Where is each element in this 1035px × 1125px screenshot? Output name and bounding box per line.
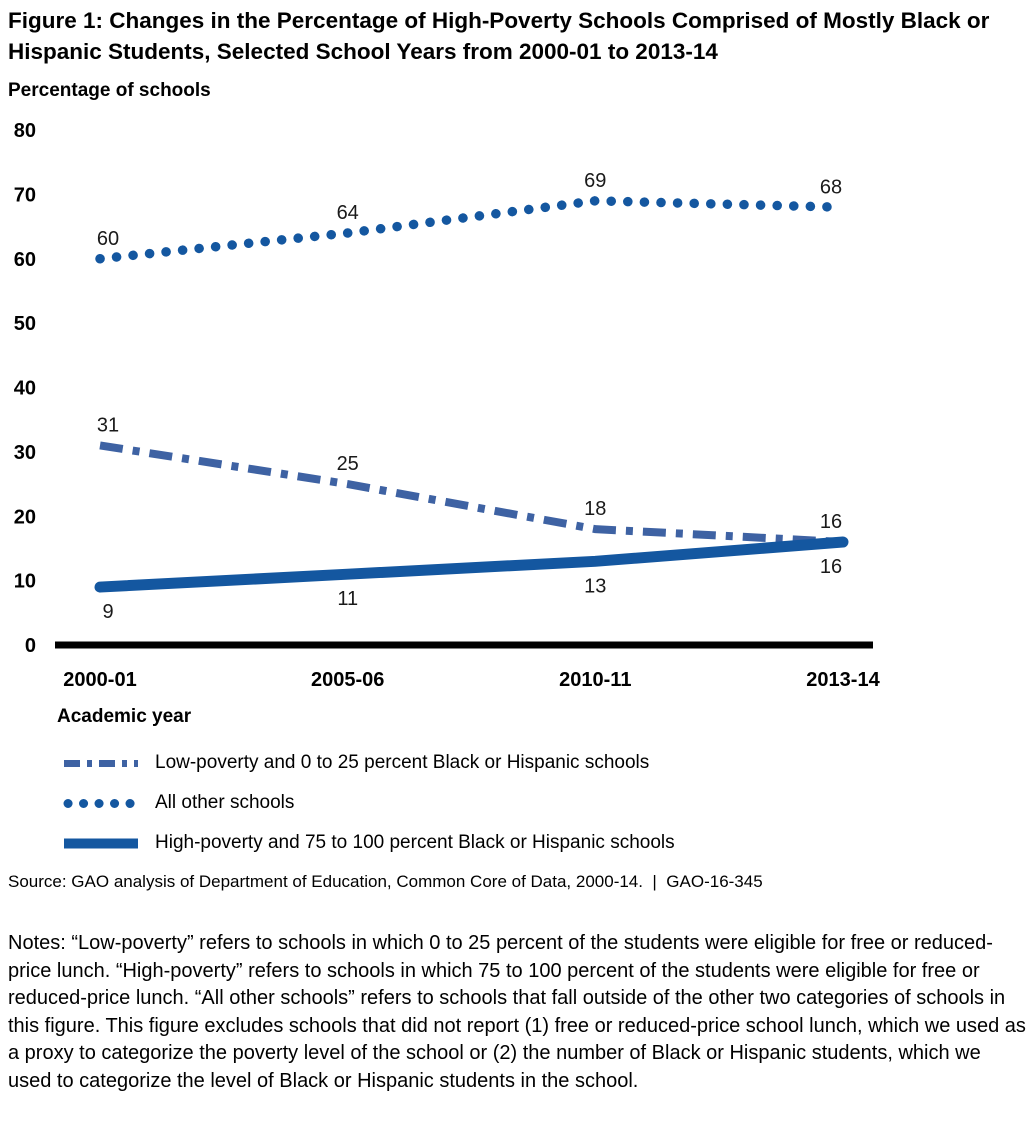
y-axis-tick-label: 10 <box>14 571 36 593</box>
series-line-solid <box>94 536 849 593</box>
data-point-label: 64 <box>337 202 359 224</box>
dash-dot-line-swatch-icon <box>64 759 138 767</box>
x-axis-tick-label: 2013-14 <box>806 669 880 691</box>
y-axis-tick-label: 30 <box>14 442 36 464</box>
legend-item-high-poverty: High-poverty and 75 to 100 percent Black… <box>62 832 675 853</box>
y-axis-tick-label: 0 <box>25 635 36 657</box>
legend-item-all-other: All other schools <box>62 792 295 813</box>
x-axis-tick-label: 2010-11 <box>559 669 631 691</box>
data-point-label: 68 <box>820 176 842 198</box>
x-axis-tick-label: 2005-06 <box>311 669 384 691</box>
data-point-label: 16 <box>820 511 842 533</box>
solid-line-swatch-icon <box>64 838 138 848</box>
data-point-label: 60 <box>97 228 119 250</box>
figure-title: Figure 1: Changes in the Percentage of H… <box>8 8 990 64</box>
dotted-line-swatch-icon <box>63 798 138 808</box>
y-axis-tick-label: 20 <box>14 506 36 528</box>
series-line-dash-dot <box>99 441 844 546</box>
y-axis-tick-label: 50 <box>14 313 36 335</box>
y-axis-title: Percentage of schools <box>8 80 211 101</box>
line-chart: 0 10 20 30 40 50 60 70 80 2000-01 2005-06 2010-11 20… <box>14 120 881 691</box>
source-line: Source: GAO analysis of Department of Ed… <box>8 872 763 891</box>
data-point-label: 9 <box>102 601 113 623</box>
data-point-label: 11 <box>337 588 358 610</box>
data-point-label: 18 <box>584 498 606 520</box>
y-axis-tick-label: 40 <box>14 378 36 400</box>
legend-label: High-poverty and 75 to 100 percent Black… <box>155 832 675 853</box>
notes-text: Notes: “Low-poverty” refers to schools i… <box>8 932 1026 1092</box>
x-axis-title: Academic year <box>57 706 192 727</box>
legend-item-low-poverty: Low-poverty and 0 to 25 percent Black or… <box>62 752 650 773</box>
data-point-label: 25 <box>337 453 359 475</box>
legend-label: All other schools <box>155 792 295 813</box>
y-axis-tick-label: 70 <box>14 184 36 206</box>
x-axis-tick-label: 2000-01 <box>63 669 136 691</box>
y-axis-tick-label: 60 <box>14 249 36 271</box>
data-point-label: 16 <box>820 556 842 578</box>
data-point-label: 69 <box>584 170 606 192</box>
series-line-dotted <box>95 196 848 264</box>
legend-label: Low-poverty and 0 to 25 percent Black or… <box>155 752 650 773</box>
data-point-label: 13 <box>584 575 606 597</box>
data-point-label: 31 <box>97 414 119 436</box>
y-axis-tick-label: 80 <box>14 120 36 142</box>
